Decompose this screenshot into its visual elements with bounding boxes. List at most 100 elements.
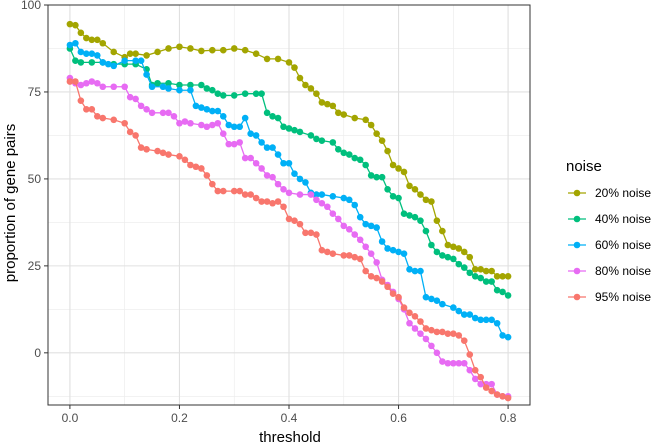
- data-point: [318, 246, 326, 254]
- data-point: [132, 50, 139, 57]
- data-point: [345, 252, 353, 259]
- legend: noise 20% noise 40% noise 60% noise 80% noi…: [566, 158, 651, 308]
- data-point: [345, 196, 353, 204]
- data-point: [165, 45, 172, 52]
- data-point: [362, 161, 369, 169]
- data-point: [72, 78, 79, 85]
- data-point: [285, 59, 293, 66]
- data-point: [110, 116, 118, 124]
- data-point: [154, 79, 161, 87]
- data-point: [77, 48, 85, 56]
- data-point: [285, 215, 293, 223]
- legend-key-point: [573, 215, 581, 223]
- data-point: [66, 20, 74, 28]
- data-point: [198, 121, 205, 129]
- data-point: [428, 342, 435, 350]
- y-tick-label: 75: [28, 85, 42, 99]
- data-point: [482, 316, 490, 324]
- series-layer: [66, 20, 512, 402]
- data-point: [241, 46, 249, 54]
- data-point: [367, 121, 375, 129]
- data-point: [389, 193, 397, 200]
- data-point: [225, 121, 233, 129]
- data-point: [176, 153, 183, 160]
- data-point: [411, 325, 419, 332]
- data-point: [324, 248, 331, 256]
- data-point: [493, 286, 501, 294]
- data-point: [192, 163, 200, 171]
- data-point: [230, 187, 238, 195]
- data-point: [351, 114, 359, 122]
- data-point: [72, 39, 79, 47]
- data-point: [417, 267, 424, 275]
- y-axis-title: proportion of gene pairs: [2, 124, 19, 282]
- y-tick-label: 100: [21, 0, 41, 12]
- data-point: [313, 231, 320, 238]
- data-point: [274, 55, 282, 63]
- data-point: [433, 217, 441, 224]
- data-point: [324, 203, 331, 211]
- data-point: [384, 245, 391, 252]
- data-point: [444, 330, 452, 338]
- data-point: [384, 186, 391, 193]
- data-point: [241, 191, 249, 198]
- data-point: [214, 90, 222, 97]
- data-point: [258, 198, 265, 205]
- data-point: [471, 266, 479, 273]
- data-point: [422, 325, 430, 332]
- data-point: [340, 111, 348, 118]
- data-point: [187, 81, 194, 89]
- data-point: [417, 217, 424, 224]
- data-point: [444, 241, 452, 249]
- data-point: [493, 319, 501, 327]
- data-point: [83, 50, 90, 57]
- data-point: [252, 90, 260, 97]
- data-point: [274, 198, 282, 205]
- grid-layer: [48, 4, 530, 405]
- data-point: [340, 194, 348, 202]
- data-point: [83, 79, 90, 87]
- data-point: [466, 311, 474, 318]
- data-point: [148, 109, 156, 117]
- data-point: [439, 252, 446, 259]
- data-point: [460, 248, 468, 256]
- data-point: [88, 36, 96, 44]
- data-point: [493, 273, 501, 280]
- data-point: [307, 191, 315, 198]
- data-point: [66, 78, 74, 85]
- data-point: [329, 102, 337, 110]
- data-point: [209, 121, 216, 129]
- data-point: [351, 201, 359, 209]
- data-point: [252, 159, 260, 167]
- data-point: [198, 104, 205, 111]
- data-point: [428, 295, 435, 303]
- data-point: [362, 220, 369, 228]
- data-point: [471, 375, 479, 383]
- data-point: [411, 213, 419, 221]
- data-point: [499, 273, 506, 280]
- data-point: [88, 78, 96, 85]
- data-point: [351, 231, 359, 238]
- data-point: [280, 123, 287, 131]
- data-point: [236, 123, 243, 131]
- data-point: [493, 391, 501, 398]
- legend-item: 20% noise: [566, 182, 651, 204]
- data-point: [241, 114, 249, 122]
- data-point: [230, 123, 238, 131]
- data-point: [181, 118, 189, 125]
- data-point: [417, 318, 424, 325]
- data-point: [417, 191, 424, 198]
- data-point: [466, 253, 474, 261]
- data-point: [329, 139, 337, 146]
- data-point: [176, 43, 183, 51]
- data-point: [406, 212, 413, 219]
- data-point: [280, 203, 287, 211]
- data-point: [477, 274, 485, 282]
- data-point: [263, 55, 271, 63]
- legend-key-point: [573, 267, 581, 275]
- data-point: [400, 168, 408, 176]
- data-point: [236, 187, 243, 195]
- data-point: [455, 359, 463, 367]
- data-point: [329, 210, 337, 217]
- data-point: [466, 366, 474, 374]
